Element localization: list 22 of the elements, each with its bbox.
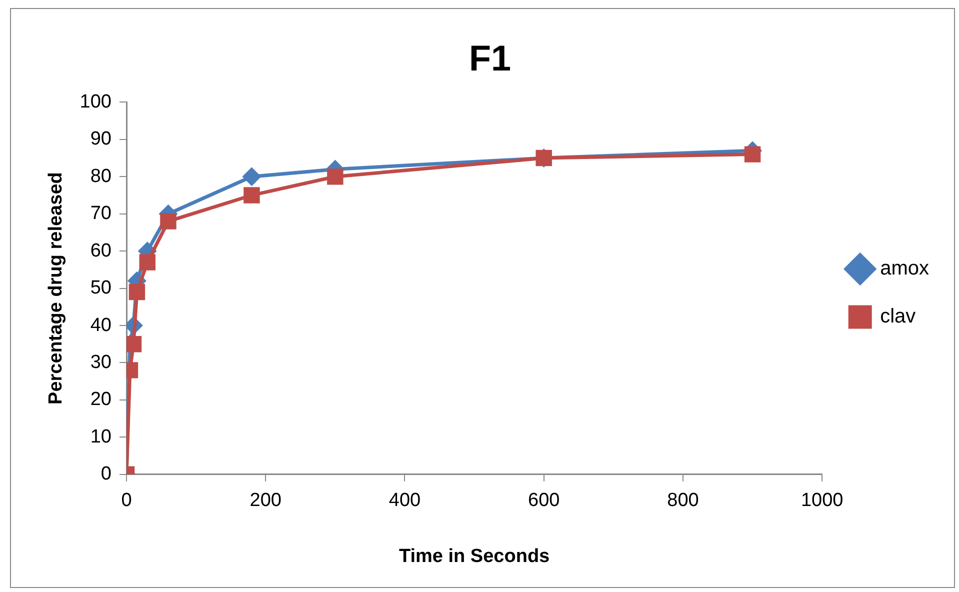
- legend-label: amox: [880, 258, 929, 280]
- x-tick-label: 400: [388, 490, 421, 512]
- x-axis-title: Time in Seconds: [398, 546, 550, 567]
- chart-title: F1: [468, 38, 512, 79]
- y-tick-label: 50: [90, 278, 112, 299]
- x-tick-label: 1000: [800, 490, 844, 512]
- y-tick-label: 40: [90, 314, 112, 336]
- x-tick-label: 200: [250, 490, 282, 512]
- y-tick-label: 10: [90, 426, 112, 448]
- x-tick-label: 0: [121, 490, 132, 512]
- y-tick-label: 0: [100, 464, 112, 485]
- y-tick-label: 70: [90, 203, 112, 224]
- y-tick-label: 60: [90, 240, 112, 262]
- y-tick-label: 90: [90, 128, 112, 150]
- y-tick-label: 20: [90, 389, 112, 410]
- y-axis-title: Percentage drug released: [46, 172, 67, 404]
- y-tick-label: 80: [90, 166, 112, 187]
- x-tick-label: 600: [528, 490, 560, 512]
- y-tick-label: 100: [80, 91, 112, 112]
- y-tick-label: 30: [90, 352, 112, 373]
- legend-label: clav: [880, 306, 916, 328]
- x-tick-label: 800: [667, 490, 699, 512]
